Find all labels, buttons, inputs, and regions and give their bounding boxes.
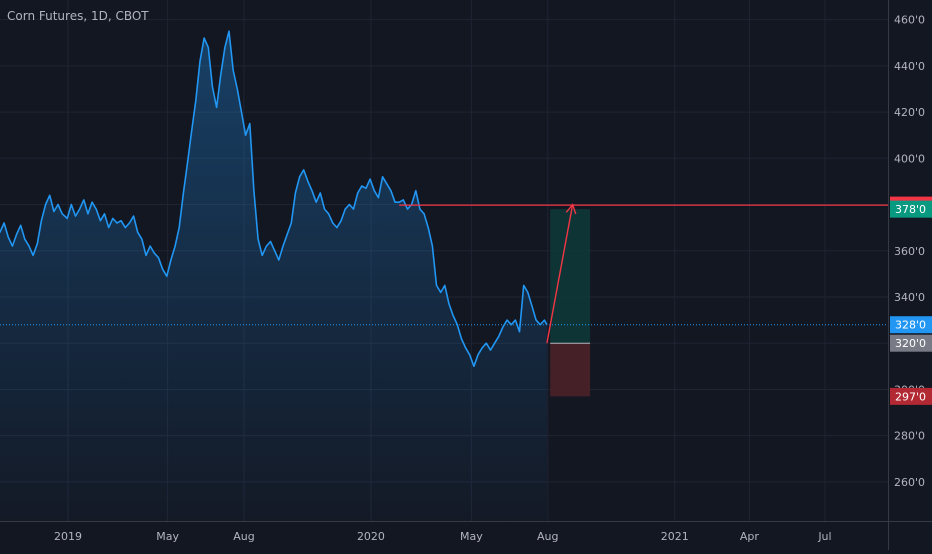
x-tick-label: Aug	[537, 530, 558, 543]
y-tick-label: 360'0	[894, 245, 925, 258]
y-tick-label: 460'0	[894, 14, 925, 27]
y-tick-label: 280'0	[894, 430, 925, 443]
price-line	[0, 30, 548, 368]
projection-arrow-line	[546, 204, 574, 344]
x-tick-label: May	[460, 530, 483, 543]
x-tick-label: Apr	[740, 530, 760, 543]
x-tick-label: 2020	[357, 530, 385, 543]
x-tick-label: Aug	[233, 530, 254, 543]
projection-arrow-head	[565, 203, 577, 215]
y-tick-label: 260'0	[894, 476, 925, 489]
y-tick-label: 440'0	[894, 60, 925, 73]
take-profit-badge: 378'0	[895, 203, 926, 216]
y-tick-label: 420'0	[894, 106, 925, 119]
entry-price-badge: 320'0	[895, 337, 926, 350]
price-area-fill	[0, 31, 547, 521]
position-reward-zone	[550, 209, 591, 344]
x-tick-label: 2019	[54, 530, 82, 543]
x-tick-label: Jul	[817, 530, 831, 543]
stop-loss-badge-bg	[890, 387, 932, 405]
x-tick-label: 2021	[661, 530, 689, 543]
symbol-title: Corn Futures, 1D, CBOT	[7, 9, 149, 23]
current-price-badge: 328'0	[895, 319, 926, 332]
entry-price-badge-bg	[890, 334, 932, 352]
y-tick-label: 340'0	[894, 291, 925, 304]
y-tick-label: 400'0	[894, 152, 925, 165]
take-profit-badge-bg	[890, 200, 932, 218]
position-risk-zone	[550, 343, 591, 397]
current-price-badge-bg	[890, 316, 932, 334]
stop-loss-badge: 297'0	[895, 390, 926, 403]
x-tick-label: May	[156, 530, 179, 543]
